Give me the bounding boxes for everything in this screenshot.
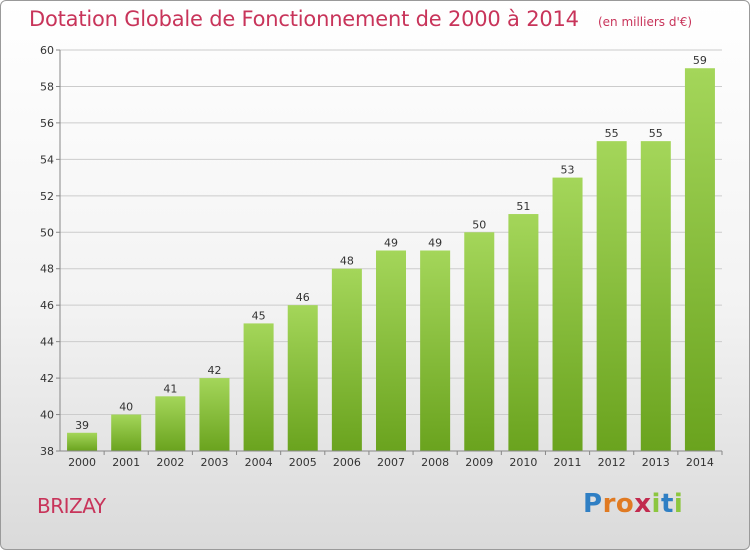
bar-value-label: 50: [472, 218, 486, 231]
bar: [243, 323, 274, 451]
x-tick-label: 2000: [68, 456, 96, 469]
proxiti-logo: Proxiti: [583, 489, 683, 519]
bar: [287, 305, 318, 451]
bar-value-label: 46: [296, 291, 310, 304]
bar-value-label: 40: [119, 401, 133, 414]
bar-value-label: 41: [163, 382, 177, 395]
x-tick-label: 2009: [465, 456, 493, 469]
y-tick-label: 48: [40, 263, 54, 276]
y-tick-label: 46: [40, 299, 54, 312]
bar: [464, 232, 495, 451]
bar-value-label: 55: [649, 127, 663, 140]
bar: [640, 141, 671, 452]
chart-unit: (en milliers d'€): [597, 15, 693, 29]
x-tick-label: 2007: [377, 456, 405, 469]
logo-letter: r: [602, 489, 616, 519]
commune-name: BRIZAY: [37, 494, 106, 518]
bar: [420, 250, 451, 451]
bar-value-label: 51: [516, 200, 530, 213]
bar-value-label: 49: [384, 237, 398, 250]
y-tick-label: 44: [40, 336, 54, 349]
x-tick-label: 2001: [112, 456, 140, 469]
x-tick-label: 2010: [509, 456, 537, 469]
bar-value-label: 59: [693, 54, 707, 67]
bar-value-label: 49: [428, 237, 442, 250]
x-tick-label: 2011: [554, 456, 582, 469]
x-tick-label: 2003: [200, 456, 228, 469]
bar: [684, 68, 715, 452]
x-tick-label: 2008: [421, 456, 449, 469]
y-tick-label: 38: [40, 445, 54, 458]
x-tick-label: 2013: [642, 456, 670, 469]
x-tick-label: 2005: [289, 456, 317, 469]
logo-letter: o: [615, 489, 635, 519]
bar: [331, 268, 362, 451]
bar-value-label: 45: [252, 309, 266, 322]
x-tick-label: 2012: [598, 456, 626, 469]
y-tick-label: 54: [40, 153, 54, 166]
y-tick-label: 60: [40, 44, 54, 57]
bar: [67, 432, 98, 451]
logo-letter: i: [673, 489, 684, 519]
logo-letter: i: [651, 489, 661, 519]
bar: [111, 414, 142, 451]
chart-title-block: Dotation Globale de Fonctionnement de 20…: [29, 7, 692, 31]
bar: [552, 177, 583, 451]
y-tick-label: 40: [40, 409, 54, 422]
bar-value-label: 53: [561, 164, 575, 177]
bar: [155, 396, 186, 451]
bar: [596, 141, 627, 452]
bar: [199, 378, 230, 451]
x-tick-label: 2006: [333, 456, 361, 469]
y-tick-label: 58: [40, 80, 54, 93]
logo-letter: x: [634, 489, 652, 519]
chart-title: Dotation Globale de Fonctionnement de 20…: [29, 7, 579, 31]
logo-letter: P: [583, 489, 603, 519]
x-tick-label: 2014: [686, 456, 714, 469]
y-tick-label: 42: [40, 372, 54, 385]
bar-value-label: 55: [605, 127, 619, 140]
y-tick-label: 56: [40, 117, 54, 130]
bar: [508, 214, 539, 451]
bar-value-label: 42: [207, 364, 221, 377]
y-tick-label: 50: [40, 226, 54, 239]
x-tick-label: 2004: [245, 456, 273, 469]
x-tick-label: 2002: [156, 456, 184, 469]
logo-letter: t: [660, 489, 674, 519]
y-tick-label: 52: [40, 190, 54, 203]
bar-value-label: 39: [75, 419, 89, 432]
bar: [375, 250, 407, 451]
bar-value-label: 48: [340, 255, 354, 268]
